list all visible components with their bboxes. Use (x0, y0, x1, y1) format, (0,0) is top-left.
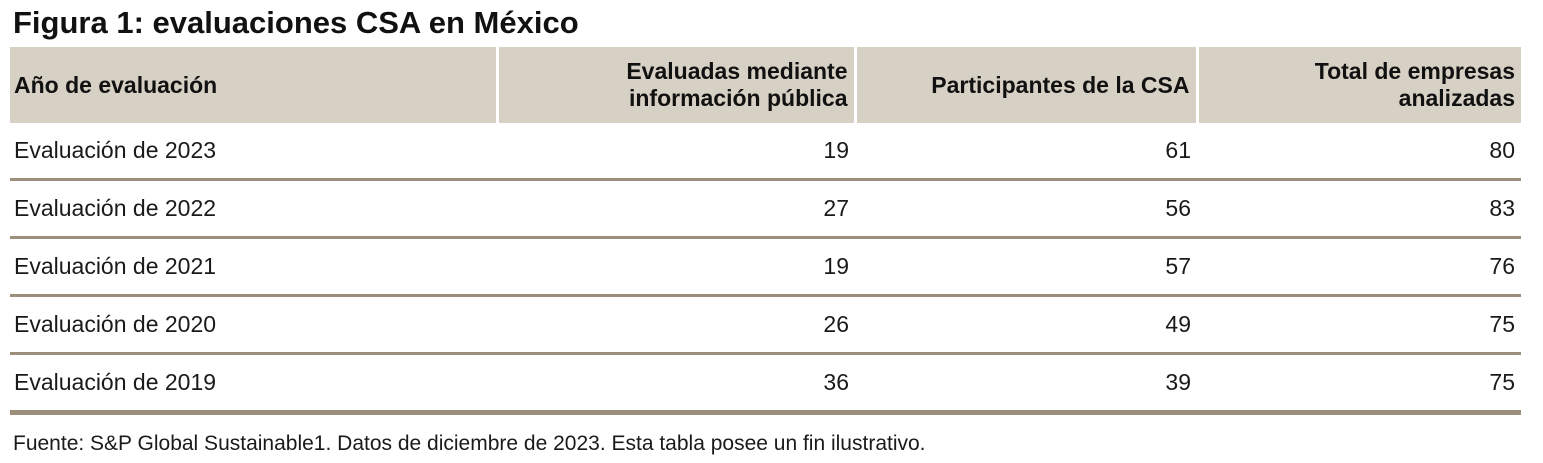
row-label: Evaluación de 2019 (10, 353, 497, 415)
value-public-info: 19 (497, 237, 855, 297)
row-label: Evaluación de 2020 (10, 295, 497, 355)
value-csa-participants: 57 (855, 237, 1197, 297)
table-header-row: Año de evaluación Evaluadas mediante inf… (10, 47, 1521, 123)
value-csa-participants: 49 (855, 295, 1197, 355)
row-label: Evaluación de 2022 (10, 179, 497, 239)
csa-evaluations-table: Año de evaluación Evaluadas mediante inf… (10, 47, 1521, 415)
table-row-2019: Evaluación de 2019 36 39 75 (10, 353, 1521, 415)
table-row-2022: Evaluación de 2022 27 56 83 (10, 179, 1521, 239)
value-csa-participants: 39 (855, 353, 1197, 415)
value-total-companies: 76 (1197, 237, 1521, 297)
value-total-companies: 75 (1197, 295, 1521, 355)
table-row-2021: Evaluación de 2021 19 57 76 (10, 237, 1521, 297)
value-public-info: 36 (497, 353, 855, 415)
value-total-companies: 83 (1197, 179, 1521, 239)
value-total-companies: 75 (1197, 353, 1521, 415)
source-note: Fuente: S&P Global Sustainable1. Datos d… (13, 432, 926, 455)
value-csa-participants: 56 (855, 179, 1197, 239)
row-label: Evaluación de 2023 (10, 123, 497, 181)
value-csa-participants: 61 (855, 123, 1197, 181)
value-total-companies: 80 (1197, 123, 1521, 181)
value-public-info: 27 (497, 179, 855, 239)
column-header-csa-participants: Participantes de la CSA (853, 47, 1197, 123)
column-header-total-companies: Total de empresas analizadas (1195, 47, 1521, 123)
figure-title: Figura 1: evaluaciones CSA en México (13, 5, 579, 40)
column-header-evaluation-year: Año de evaluación (10, 47, 497, 123)
table-row-2023: Evaluación de 2023 19 61 80 (10, 123, 1521, 181)
row-label: Evaluación de 2021 (10, 237, 497, 297)
value-public-info: 19 (497, 123, 855, 181)
value-public-info: 26 (497, 295, 855, 355)
column-header-public-info: Evaluadas mediante información pública (495, 47, 855, 123)
table-row-2020: Evaluación de 2020 26 49 75 (10, 295, 1521, 355)
